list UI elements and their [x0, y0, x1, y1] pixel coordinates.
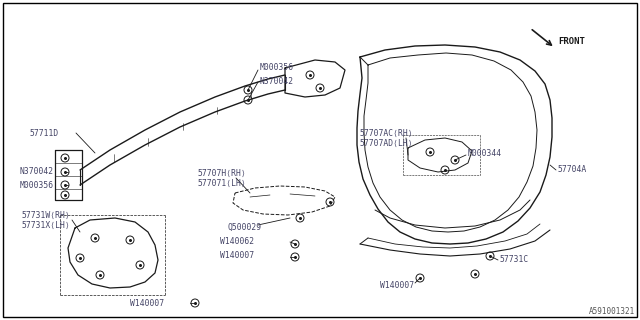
Text: N370042: N370042 — [260, 77, 294, 86]
Text: 57704A: 57704A — [558, 165, 588, 174]
Text: 57707AC⟨RH⟩: 57707AC⟨RH⟩ — [360, 129, 413, 138]
Text: A591001321: A591001321 — [589, 307, 635, 316]
Text: Q500029: Q500029 — [228, 222, 262, 231]
Text: 57731C: 57731C — [500, 255, 529, 265]
Text: M000356: M000356 — [20, 180, 54, 189]
Text: 57711D: 57711D — [30, 129, 60, 138]
Text: 57707H⟨RH⟩: 57707H⟨RH⟩ — [198, 169, 247, 178]
Text: M000344: M000344 — [468, 148, 502, 157]
Text: FRONT: FRONT — [558, 37, 585, 46]
Text: 57731X⟨LH⟩: 57731X⟨LH⟩ — [22, 220, 71, 229]
Text: W140062: W140062 — [220, 237, 254, 246]
Text: N370042: N370042 — [20, 167, 54, 177]
Text: M000356: M000356 — [260, 63, 294, 73]
Text: 577071⟨LH⟩: 577071⟨LH⟩ — [198, 179, 247, 188]
Text: 57731W⟨RH⟩: 57731W⟨RH⟩ — [22, 211, 71, 220]
Text: W140007: W140007 — [130, 299, 164, 308]
Text: W140007: W140007 — [220, 251, 254, 260]
Text: W140007: W140007 — [380, 281, 414, 290]
Text: 57707AD⟨LH⟩: 57707AD⟨LH⟩ — [360, 139, 413, 148]
